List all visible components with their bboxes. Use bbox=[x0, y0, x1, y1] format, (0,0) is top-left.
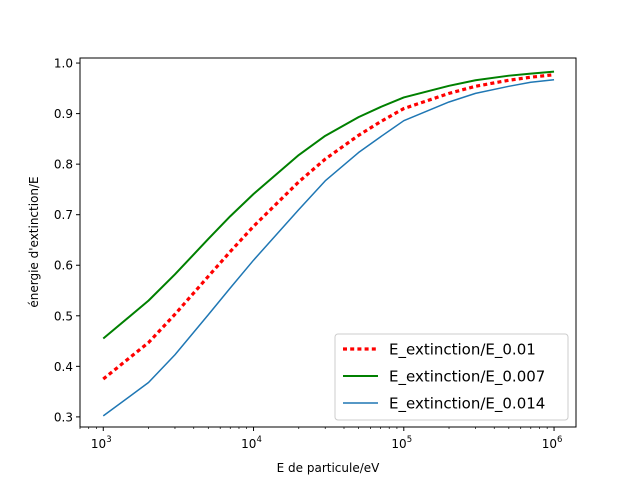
legend-label: E_extinction/E_0.01 bbox=[389, 341, 536, 360]
y-axis: 0.3 0.4 0.5 0.6 0.7 0.8 0.9 1.0 bbox=[54, 57, 80, 424]
y-tick-label: 0.3 bbox=[54, 410, 73, 424]
y-tick-label: 0.6 bbox=[54, 259, 73, 273]
series-line bbox=[102, 70, 555, 340]
y-tick-label: 0.7 bbox=[54, 208, 73, 222]
y-axis-label: énergie d'extinction/E bbox=[27, 176, 41, 307]
x-tick-label: 106 bbox=[542, 435, 563, 451]
y-tick-label: 1.0 bbox=[54, 57, 73, 71]
x-tick-label: 105 bbox=[391, 435, 412, 451]
y-tick-label: 0.8 bbox=[54, 158, 73, 172]
plot-frame bbox=[79, 57, 577, 428]
y-tick-label: 0.4 bbox=[54, 360, 73, 374]
x-tick-label: 104 bbox=[241, 435, 262, 451]
legend-label: E_extinction/E_0.014 bbox=[389, 395, 545, 414]
series-line bbox=[102, 78, 555, 417]
y-tick-label: 0.9 bbox=[54, 107, 73, 121]
legend-label: E_extinction/E_0.007 bbox=[389, 368, 545, 387]
y-tick-label: 0.5 bbox=[54, 309, 73, 323]
x-tick-label: 103 bbox=[91, 435, 112, 451]
x-axis: 103 104 105 106 bbox=[79, 427, 563, 451]
legend: E_extinction/E_0.01 E_extinction/E_0.007 E… bbox=[334, 333, 569, 421]
series-line bbox=[102, 73, 555, 381]
x-axis-label: E de particule/eV bbox=[277, 461, 381, 475]
plot-lines bbox=[102, 70, 555, 417]
legend-box bbox=[334, 333, 569, 421]
